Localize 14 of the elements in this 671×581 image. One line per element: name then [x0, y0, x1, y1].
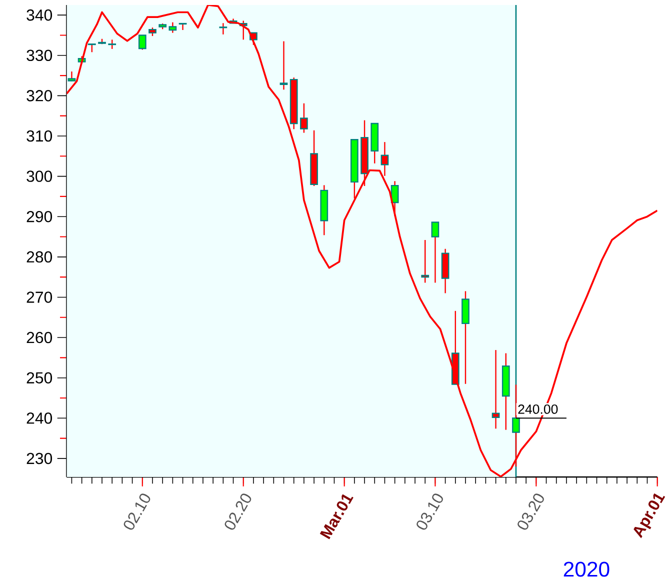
y-tick-label: 270 [26, 292, 52, 303]
y-tick-label: 280 [26, 251, 52, 263]
y-tick-label: 260 [26, 332, 52, 344]
y-tick-label: 320 [26, 90, 52, 102]
y-tick-label: 230 [26, 452, 52, 464]
y-tick-label: 290 [26, 210, 52, 222]
y-tick-label: 240 [26, 412, 52, 424]
y-tick-label: 250 [26, 372, 52, 384]
annotation: 240.00 [518, 404, 558, 414]
y-tick-label: 330 [26, 50, 52, 62]
y-tick-label: 340 [26, 9, 52, 21]
y-tick-label: 300 [26, 170, 52, 182]
x-axis-title: 2020 [564, 562, 610, 577]
y-tick-label: 310 [26, 130, 52, 142]
